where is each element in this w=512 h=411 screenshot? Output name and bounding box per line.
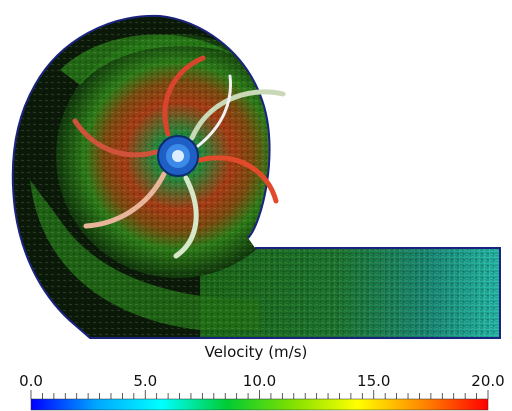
colorbar-ticks — [30, 390, 489, 399]
impeller-blade — [162, 55, 206, 137]
impeller-blade — [196, 74, 233, 148]
legend-title: Velocity (m/s) — [204, 343, 308, 361]
color-legend: 0.0 5.0 10.0 15.0 20.0 — [19, 372, 505, 411]
impeller-blade — [173, 175, 199, 259]
impeller-blade — [72, 118, 159, 158]
colorbar-tick-label: 10.0 — [243, 372, 276, 390]
colorbar-tick-label: 0.0 — [19, 372, 43, 390]
casing-outline — [11, 14, 501, 339]
colorbar-tick-label: 15.0 — [357, 372, 390, 390]
colorbar-tick-label: 5.0 — [133, 372, 157, 390]
colorbar-gradient — [30, 398, 489, 411]
velocity-field-visualization — [11, 14, 501, 339]
impeller-blade — [197, 155, 279, 204]
impeller-blade — [83, 171, 167, 229]
impeller-blades — [72, 55, 286, 259]
colorbar-tick-label: 20.0 — [471, 372, 504, 390]
